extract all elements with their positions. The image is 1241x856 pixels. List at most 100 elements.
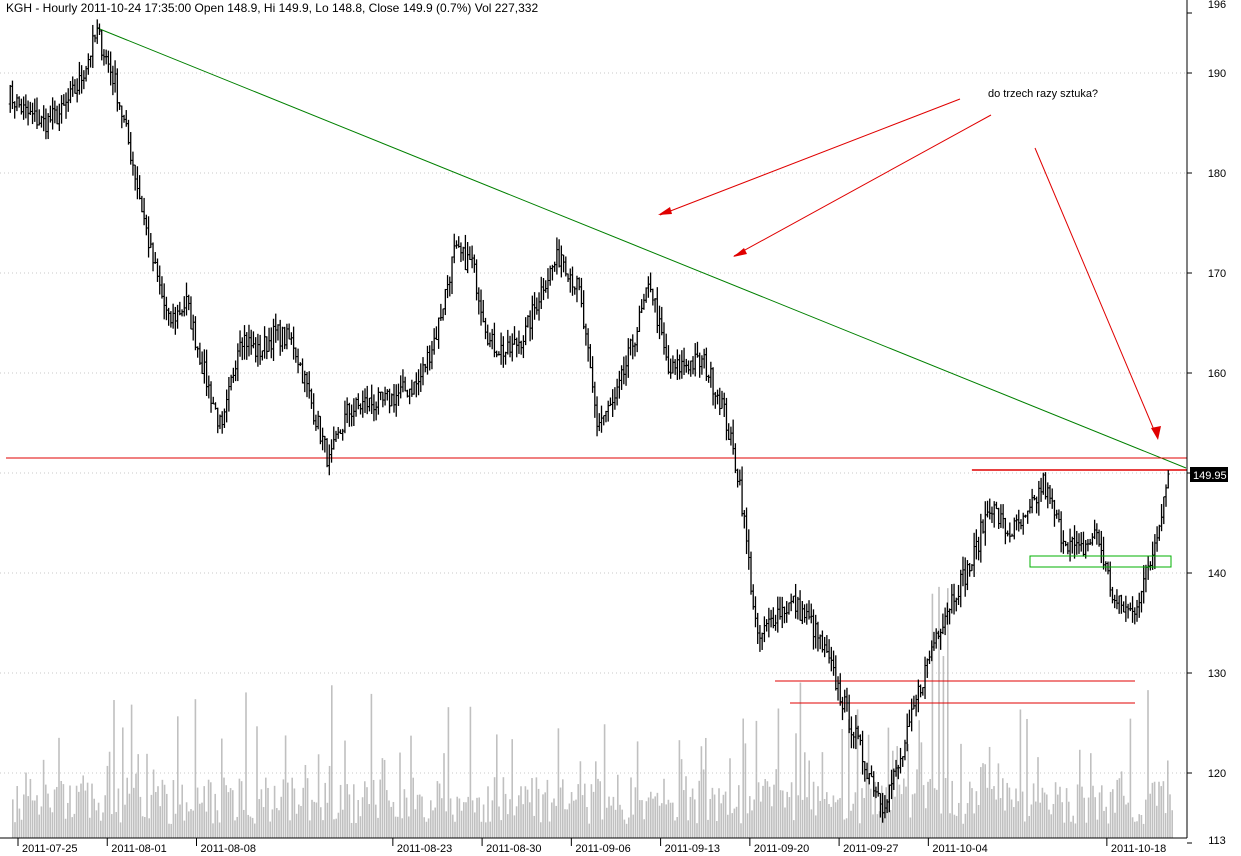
volume-bar xyxy=(225,785,227,838)
volume-bar xyxy=(333,819,335,838)
y-tick-label: 140 xyxy=(1208,568,1226,580)
volume-bar xyxy=(1127,802,1129,838)
volume-bar xyxy=(819,800,821,838)
volume-bar xyxy=(1050,814,1052,838)
volume-bar xyxy=(60,780,62,838)
volume-bar xyxy=(271,809,274,838)
volume-bar xyxy=(672,802,674,838)
volume-bar xyxy=(680,759,683,838)
volume-bar xyxy=(938,586,940,838)
volume-bar xyxy=(313,801,315,838)
volume-bar xyxy=(317,754,320,838)
volume-bar xyxy=(1131,817,1134,838)
volume-bar xyxy=(645,801,648,838)
y-tick-label: 196 xyxy=(1208,0,1226,11)
volume-bar xyxy=(999,798,1002,838)
volume-bar xyxy=(390,806,392,838)
volume-bar xyxy=(1063,822,1066,838)
volume-bar xyxy=(53,789,56,838)
volume-bar xyxy=(964,813,967,838)
volume-bar xyxy=(284,735,287,838)
volume-bar xyxy=(958,802,960,838)
volume-bar xyxy=(887,727,890,838)
volume-bar xyxy=(834,802,837,838)
volume-bar xyxy=(650,791,652,838)
volume-bar xyxy=(372,779,375,838)
volume-bar xyxy=(843,819,846,838)
volume-bar xyxy=(1074,823,1077,838)
volume-bar xyxy=(364,781,366,838)
volume-bar xyxy=(97,802,100,838)
volume-bar xyxy=(665,804,667,838)
volume-bar xyxy=(1156,805,1158,838)
volume-bar xyxy=(500,820,502,838)
volume-bar xyxy=(619,804,621,838)
volume-bar xyxy=(1059,786,1061,838)
volume-bar xyxy=(1061,802,1063,838)
volume-bar xyxy=(625,823,628,838)
volume-bar xyxy=(335,818,337,838)
volume-bar xyxy=(45,784,47,838)
volume-bar xyxy=(632,814,634,838)
volume-bar xyxy=(766,781,769,838)
volume-bar xyxy=(544,792,546,838)
volume-bar xyxy=(355,822,357,838)
volume-bar xyxy=(713,794,716,838)
volume-bar xyxy=(678,740,681,838)
volume-bar xyxy=(298,804,300,838)
volume-bar xyxy=(535,777,538,838)
volume-bar xyxy=(31,800,34,838)
volume-bar xyxy=(520,786,522,838)
volume-bar xyxy=(214,793,216,838)
volume-bar xyxy=(909,817,912,838)
volume-bar xyxy=(463,802,465,838)
volume-bar xyxy=(1002,778,1004,838)
volume-bar xyxy=(20,819,23,838)
volume-bar xyxy=(454,821,456,838)
volume-bar xyxy=(636,741,639,838)
volume-bar xyxy=(419,794,421,838)
volume-bar xyxy=(973,813,975,838)
volume-bar xyxy=(705,737,707,838)
volume-bar xyxy=(456,796,458,838)
volume-bar xyxy=(691,788,694,838)
volume-bar xyxy=(537,788,540,838)
volume-bar xyxy=(423,817,425,838)
volume-bar xyxy=(174,813,177,838)
volume-bar xyxy=(1120,771,1123,838)
chart-header: KGH - Hourly 2011-10-24 17:35:00 Open 14… xyxy=(6,1,538,15)
volume-bar xyxy=(203,786,205,838)
volume-bar xyxy=(1160,786,1162,838)
volume-bar xyxy=(1162,781,1165,838)
volume-bar xyxy=(467,796,469,838)
volume-bar xyxy=(273,785,276,838)
volume-bar xyxy=(760,801,762,838)
volume-bar xyxy=(331,685,333,838)
volume-bar xyxy=(874,781,876,838)
volume-bar xyxy=(718,788,720,838)
volume-bar xyxy=(359,816,362,838)
x-tick-label: 2011-10-18 xyxy=(1111,843,1166,855)
volume-bar xyxy=(995,799,997,838)
volume-bar xyxy=(590,784,593,838)
volume-bar xyxy=(744,743,747,838)
volume-bar xyxy=(1010,799,1013,838)
volume-bar xyxy=(438,783,441,838)
volume-bar xyxy=(861,788,863,838)
volume-bar xyxy=(1083,797,1085,838)
volume-bar xyxy=(1140,814,1143,838)
volume-bar xyxy=(342,809,344,838)
volume-bar xyxy=(375,804,377,838)
volume-bar xyxy=(872,814,874,838)
volume-bar xyxy=(922,785,925,838)
volume-bar xyxy=(658,805,661,838)
volume-bar xyxy=(106,765,109,838)
volume-bar xyxy=(445,811,447,838)
volume-bar xyxy=(733,808,736,838)
volume-bar xyxy=(601,819,604,838)
volume-bar xyxy=(592,791,595,838)
volume-bar xyxy=(742,718,744,838)
volume-bar xyxy=(826,792,828,838)
volume-bar xyxy=(115,812,117,838)
